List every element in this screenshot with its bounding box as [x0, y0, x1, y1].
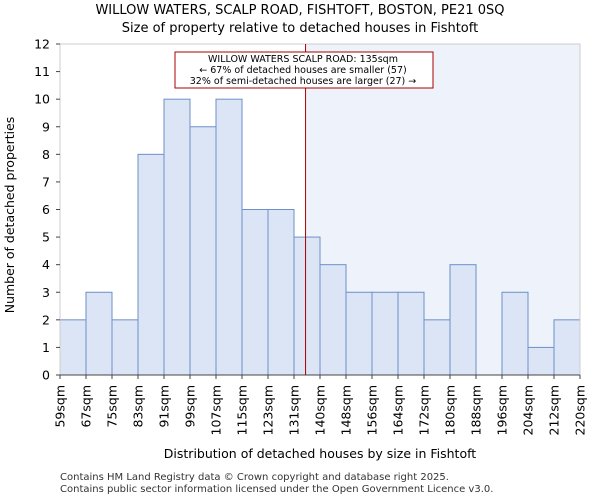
y-tick-label: 5	[42, 230, 50, 245]
x-tick-label-67sqm: 67sqm	[79, 385, 94, 428]
bar-140sqm	[319, 264, 347, 376]
y-tick-label: 10	[34, 92, 50, 107]
annotation-line-2: ← 67% of detached houses are smaller (57…	[199, 65, 406, 76]
y-tick-label: 8	[42, 147, 50, 162]
bar-204sqm	[527, 346, 555, 376]
x-tick-label-148sqm: 148sqm	[339, 385, 354, 435]
x-tick-label-107sqm: 107sqm	[209, 385, 224, 435]
y-axis-label: Number of detached properties	[2, 117, 17, 314]
x-tick-label-75sqm: 75sqm	[105, 385, 120, 428]
annotation-box: WILLOW WATERS SCALP ROAD: 135sqm ← 67% o…	[174, 51, 434, 89]
bar-59sqm	[59, 319, 87, 376]
y-tick-label: 7	[42, 174, 50, 189]
bar-99sqm	[189, 126, 217, 376]
y-tick-label: 1	[42, 340, 50, 355]
x-tick-label-188sqm: 188sqm	[469, 385, 484, 435]
x-tick-label-180sqm: 180sqm	[443, 385, 458, 435]
bar-164sqm	[397, 291, 425, 376]
y-tick-label: 9	[42, 119, 50, 134]
footer-copyright: Contains HM Land Registry data © Crown c…	[60, 472, 449, 483]
bar-75sqm	[111, 319, 139, 376]
y-tick-label: 2	[42, 312, 50, 327]
x-tick-label-164sqm: 164sqm	[391, 385, 406, 435]
y-tick-label: 6	[42, 202, 50, 217]
bar-148sqm	[345, 291, 373, 376]
x-tick-label-91sqm: 91sqm	[157, 385, 172, 428]
y-tick-label: 0	[42, 368, 50, 383]
x-tick-label-83sqm: 83sqm	[131, 385, 146, 428]
bar-107sqm	[215, 98, 243, 376]
x-tick-label-204sqm: 204sqm	[521, 385, 536, 435]
bar-91sqm	[163, 98, 191, 376]
bar-180sqm	[449, 264, 477, 376]
x-tick-label-59sqm: 59sqm	[53, 385, 68, 428]
annotation-line-3: 32% of semi-detached houses are larger (…	[190, 76, 417, 87]
x-tick-label-220sqm: 220sqm	[573, 385, 588, 435]
x-tick-label-99sqm: 99sqm	[183, 385, 198, 428]
x-tick-label-115sqm: 115sqm	[235, 385, 250, 435]
y-tick-label: 3	[42, 285, 50, 300]
bar-67sqm	[85, 291, 113, 376]
x-tick-label-131sqm: 131sqm	[287, 385, 302, 435]
bar-115sqm	[241, 209, 269, 376]
chart-subtitle: Size of property relative to detached ho…	[122, 21, 478, 36]
y-tick-label: 11	[34, 64, 50, 79]
chart-title: WILLOW WATERS, SCALP ROAD, FISHTOFT, BOS…	[95, 3, 504, 18]
bar-196sqm	[501, 291, 529, 376]
bar-172sqm	[423, 319, 451, 376]
x-tick-label-212sqm: 212sqm	[547, 385, 562, 435]
bar-156sqm	[371, 291, 399, 376]
x-tick-label-140sqm: 140sqm	[313, 385, 328, 435]
bar-212sqm	[553, 319, 581, 376]
x-axis-label: Distribution of detached houses by size …	[164, 446, 476, 461]
bar-131sqm	[293, 236, 321, 376]
annotation-line-1: WILLOW WATERS SCALP ROAD: 135sqm	[208, 54, 398, 65]
bar-123sqm	[267, 209, 295, 376]
y-tick-label: 12	[34, 37, 50, 52]
footer-licence: Contains public sector information licen…	[60, 484, 494, 495]
bar-83sqm	[137, 153, 165, 376]
y-tick-label: 4	[42, 257, 50, 272]
x-tick-label-156sqm: 156sqm	[365, 385, 380, 435]
x-tick-label-172sqm: 172sqm	[417, 385, 432, 435]
x-tick-label-123sqm: 123sqm	[261, 385, 276, 435]
x-tick-label-196sqm: 196sqm	[495, 385, 510, 435]
